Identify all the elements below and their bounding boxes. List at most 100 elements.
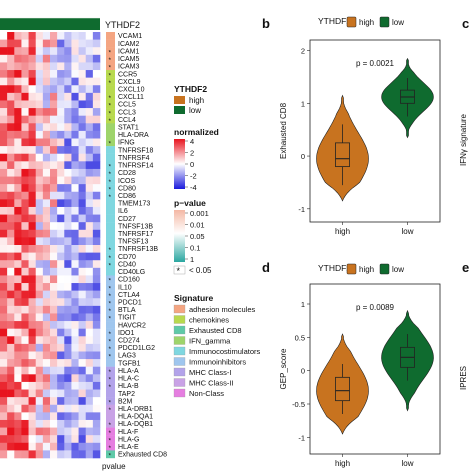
- heatmap-cell: [78, 176, 87, 185]
- signature-cell: [106, 70, 115, 78]
- heatmap-cell: [42, 199, 51, 208]
- gene-label: CCL5: [118, 102, 136, 109]
- heatmap-cell: [92, 100, 101, 109]
- heatmap-cell: [14, 100, 22, 109]
- signature-cell: [106, 328, 115, 337]
- heatmap-cell: [64, 412, 72, 421]
- heatmap-cell: [7, 54, 15, 63]
- signature-cell: [106, 214, 115, 223]
- heatmap-cell: [50, 260, 58, 269]
- heatmap-cell: [42, 290, 51, 299]
- signature-swatch: [173, 357, 186, 366]
- gene-label: CD70: [118, 254, 136, 261]
- signature-cell: [106, 92, 115, 101]
- heatmap-cell: [35, 237, 44, 246]
- heatmap-cell: [28, 77, 37, 86]
- y-tick-label: 0: [301, 152, 305, 161]
- heatmap-cell: [64, 313, 72, 322]
- heatmap-cell: [71, 229, 79, 238]
- gene-label: HLA-F: [118, 429, 138, 436]
- heatmap-cell: [21, 343, 29, 352]
- heatmap-cell: [64, 366, 72, 375]
- heatmap-cell: [0, 366, 8, 375]
- heatmap-cell: [21, 100, 29, 109]
- heatmap-cell: [35, 366, 44, 375]
- heatmap-cell: [35, 389, 44, 398]
- signature-cell: [106, 138, 115, 147]
- significance-star: *: [109, 377, 112, 384]
- significance-star: *: [109, 437, 112, 444]
- heatmap-cell: [50, 138, 58, 147]
- heatmap-cell: [85, 100, 94, 109]
- heatmap-cell: [14, 32, 22, 40]
- heatmap-cell: [14, 62, 22, 71]
- heatmap-cell: [78, 108, 87, 116]
- heatmap-cell: [85, 366, 94, 375]
- heatmap-cell: [28, 168, 37, 177]
- heatmap-cell: [28, 222, 37, 231]
- legend-normalized-gradient: [174, 139, 185, 189]
- significance-star: *: [109, 346, 112, 353]
- heatmap-cell: [85, 214, 94, 223]
- heatmap-cell: [28, 245, 37, 253]
- heatmap-cell: [92, 343, 101, 352]
- heatmap-cell: [21, 237, 29, 246]
- significance-star: *: [109, 49, 112, 56]
- heatmap-cell: [28, 435, 37, 444]
- significance-star: *: [109, 430, 112, 437]
- panel-d-legend-high-swatch: [346, 263, 357, 275]
- heatmap-cell: [78, 77, 87, 86]
- heatmap-cell: [7, 435, 15, 444]
- heatmap-cell: [14, 389, 22, 398]
- heatmap-cell: [35, 123, 44, 132]
- heatmap-cell: [78, 130, 87, 139]
- significance-star: *: [109, 247, 112, 254]
- heatmap-cell: [28, 92, 37, 101]
- heatmap-cells: [0, 32, 101, 459]
- heatmap-cell: [28, 366, 37, 375]
- signature-swatch: [173, 315, 186, 324]
- heatmap-cell: [78, 442, 87, 451]
- significance-star: *: [109, 384, 112, 391]
- heatmap-cell: [50, 85, 58, 94]
- heatmap-cell: [50, 62, 58, 71]
- heatmap-cell: [14, 351, 22, 360]
- heatmap-cell: [71, 328, 79, 337]
- heatmap-cell: [42, 283, 51, 291]
- signature-cell: [106, 366, 115, 375]
- gene-label: CD86: [118, 193, 136, 200]
- heatmap-cell: [71, 412, 79, 421]
- signature-cell: [106, 442, 115, 451]
- heatmap-cell: [14, 146, 22, 155]
- heatmap-cell: [42, 62, 51, 71]
- y-tick-label: -1: [298, 433, 305, 442]
- signature-legend-label: IFN_gamma: [189, 337, 231, 346]
- gene-label: STAT1: [118, 125, 139, 132]
- heatmap-cell: [14, 336, 22, 345]
- heatmap-cell: [92, 176, 101, 185]
- heatmap-cell: [64, 47, 72, 56]
- heatmap-cell: [7, 275, 15, 284]
- heatmap-cell: [7, 92, 15, 101]
- heatmap-cell: [50, 283, 58, 291]
- gene-label: HLA-DRA: [118, 132, 149, 139]
- heatmap-cell: [92, 252, 101, 261]
- legend-high-swatch: [174, 96, 185, 104]
- heatmap-cell: [92, 419, 101, 428]
- heatmap-cell: [14, 153, 22, 162]
- heatmap-cell: [7, 359, 15, 368]
- heatmap-cell: [64, 435, 72, 444]
- heatmap-cell: [57, 412, 65, 421]
- heatmap-cell: [78, 184, 87, 193]
- heatmap-cell: [35, 267, 44, 276]
- heatmap-cell: [42, 275, 51, 284]
- gene-label: ICAM5: [118, 56, 140, 63]
- heatmap-cell: [64, 359, 72, 368]
- heatmap-cell: [71, 199, 79, 208]
- heatmap-cell: [42, 252, 51, 261]
- heatmap-cell: [50, 206, 58, 215]
- heatmap-cell: [85, 359, 94, 368]
- heatmap-cell: [42, 100, 51, 109]
- signature-cell: [106, 191, 115, 200]
- heatmap-cell: [57, 32, 65, 40]
